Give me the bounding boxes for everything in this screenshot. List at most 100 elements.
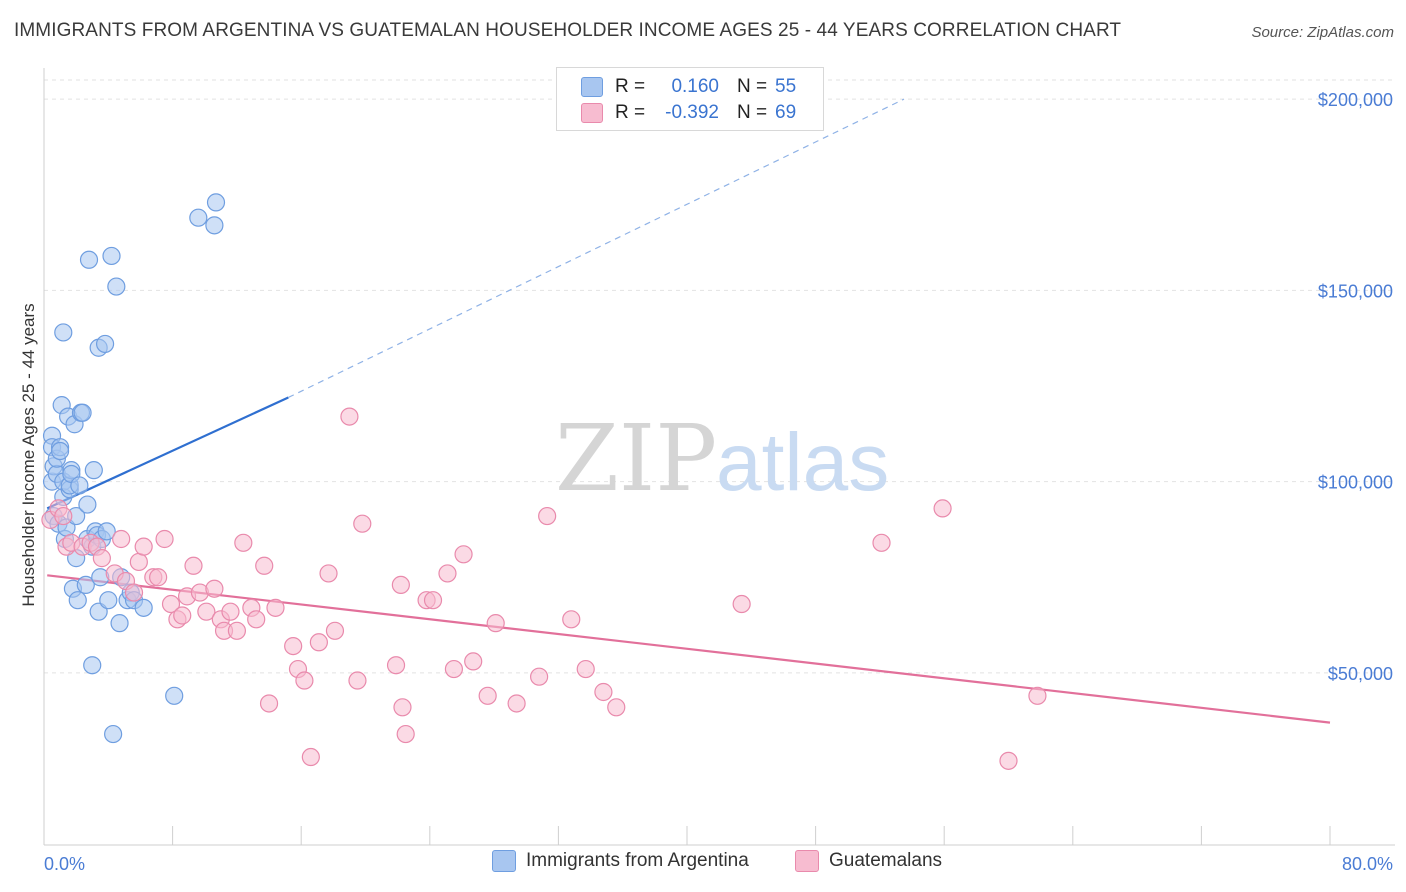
- guatemalans-trend-line: [47, 574, 1331, 724]
- guatemalans-point: [576, 659, 595, 679]
- guatemalans-point: [423, 591, 443, 610]
- legend-n-label: N =: [737, 102, 768, 123]
- legend-swatch-guatemalans: [581, 103, 603, 123]
- guatemalans-point: [478, 686, 497, 705]
- series-legend-guatemalans: Guatemalans: [795, 850, 942, 872]
- guatemalans-point: [464, 652, 483, 671]
- guatemalans-point: [54, 506, 73, 526]
- argentina-point: [84, 461, 103, 480]
- argentina-point: [205, 216, 224, 235]
- guatemalans-point: [438, 564, 457, 583]
- guatemalans-point: [594, 682, 613, 702]
- legend-r-value: -0.392: [665, 102, 719, 123]
- guatemalans-point: [319, 564, 338, 583]
- argentina-point: [104, 724, 123, 744]
- argentina-point: [165, 686, 184, 705]
- guatemalans-point: [124, 583, 144, 602]
- series-legend-label: Guatemalans: [829, 850, 943, 871]
- guatemalans-point: [221, 602, 240, 621]
- guatemalans-point: [933, 499, 952, 518]
- y-tick-label: $50,000: [1328, 664, 1393, 684]
- argentina-point: [95, 334, 115, 354]
- guatemalans-point: [1028, 686, 1047, 705]
- axes: [43, 68, 1395, 846]
- watermark: ZIP atlas: [555, 405, 889, 512]
- legend-n-value: 55: [775, 76, 797, 97]
- argentina-trend-extension: [288, 98, 905, 399]
- guatemalans-point: [255, 556, 274, 575]
- x-tick-label: 80.0%: [1342, 854, 1393, 874]
- y-tick-label: $200,000: [1318, 90, 1393, 110]
- guatemalans-point: [173, 606, 192, 625]
- guatemalans-point: [227, 621, 246, 640]
- argentina-point: [83, 656, 102, 675]
- guatemalans-point: [396, 724, 415, 744]
- argentina-point: [68, 591, 87, 610]
- guatemalans-point: [386, 656, 406, 675]
- series-legend: Immigrants from Argentina Guatemalans: [0, 850, 1406, 878]
- guatemalans-point: [353, 514, 372, 533]
- guatemalans-point: [486, 614, 505, 633]
- guatemalans-point: [538, 506, 557, 526]
- source-credit: Source: ZipAtlas.com: [1251, 24, 1394, 41]
- guatemalans-point: [112, 529, 131, 549]
- argentina-point: [107, 277, 126, 296]
- series-legend-argentina: Immigrants from Argentina: [492, 850, 749, 872]
- legend-r-label: R =: [615, 102, 646, 123]
- guatemalans-point: [284, 636, 303, 656]
- series-swatch-argentina: [492, 850, 516, 872]
- series-legend-label: Immigrants from Argentina: [526, 850, 749, 871]
- argentina-point: [102, 246, 121, 266]
- legend-n-value: 69: [775, 102, 797, 123]
- y-tick-label: $150,000: [1318, 281, 1393, 301]
- guatemalans-point: [259, 694, 279, 713]
- chart-title: IMMIGRANTS FROM ARGENTINA VS GUATEMALAN …: [14, 20, 1122, 41]
- guatemalans-point: [295, 671, 314, 690]
- guatemalans-point: [391, 575, 410, 595]
- argentina-point: [110, 614, 129, 633]
- y-axis-label: Householder Income Ages 25 - 44 years: [19, 303, 38, 606]
- guatemalans-point: [607, 698, 626, 717]
- x-tick-label: 0.0%: [44, 854, 85, 874]
- argentina-point: [50, 441, 70, 461]
- series-swatch-guatemalans: [795, 850, 819, 872]
- argentina-point: [206, 193, 226, 212]
- watermark-zip: ZIP: [555, 405, 717, 512]
- data-points: [41, 193, 1047, 770]
- guatemalans-point: [161, 594, 181, 614]
- guatemalans-point: [197, 602, 216, 621]
- correlation-legend: R = 0.160 N = 55 R = -0.392 N = 69: [556, 67, 824, 131]
- guatemalans-point: [134, 537, 153, 556]
- tick-labels: $50,000 $100,000 $150,000 $200,000 0.0% 80.0%: [44, 90, 1393, 874]
- guatemalans-point: [149, 568, 168, 587]
- watermark-atlas: atlas: [716, 417, 889, 508]
- guatemalans-point: [205, 579, 224, 598]
- argentina-point: [54, 323, 73, 342]
- argentina-point: [79, 250, 99, 269]
- guatemalans-point: [92, 549, 111, 568]
- legend-row-guatemalans: R = -0.392 N = 69: [581, 101, 796, 125]
- y-tick-label: $100,000: [1318, 473, 1393, 493]
- argentina-point: [97, 522, 116, 541]
- guatemalans-point: [309, 633, 328, 652]
- guatemalans-point: [872, 533, 891, 552]
- legend-n-label: N =: [737, 76, 768, 97]
- legend-r-value: 0.160: [671, 76, 719, 97]
- legend-r-label: R =: [615, 76, 646, 97]
- guatemalans-point: [454, 545, 473, 564]
- argentina-point: [78, 495, 97, 514]
- grid-lines: [44, 79, 1395, 674]
- legend-row-argentina: R = 0.160 N = 55: [581, 75, 796, 99]
- argentina-point: [134, 598, 153, 617]
- guatemalans-point: [562, 610, 581, 629]
- guatemalans-point: [530, 667, 549, 686]
- guatemalans-point: [247, 610, 266, 629]
- guatemalans-point: [325, 621, 345, 640]
- argentina-point: [76, 575, 95, 595]
- argentina-point: [70, 476, 89, 495]
- guatemalans-point: [393, 698, 412, 717]
- guatemalans-point: [444, 659, 464, 679]
- argentina-point: [189, 208, 208, 227]
- guatemalans-point: [266, 598, 285, 617]
